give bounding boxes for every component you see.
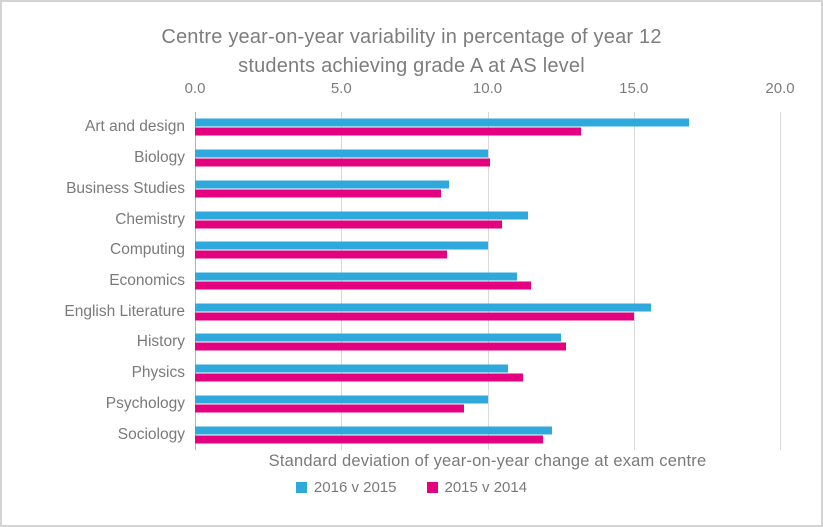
- bar-group: [195, 272, 780, 290]
- category-label: Psychology: [105, 394, 185, 412]
- bar-2016-v-2015: [195, 211, 529, 220]
- legend-label: 2015 v 2014: [444, 479, 528, 496]
- category-label: Chemistry: [115, 210, 185, 228]
- x-axis-tick-label: 5.0: [330, 80, 352, 97]
- category-label: Biology: [134, 149, 185, 167]
- bar-group: [195, 426, 780, 444]
- gridline: [341, 112, 343, 450]
- legend-label: 2016 v 2015: [313, 479, 397, 496]
- bar-group: [195, 118, 780, 136]
- x-axis-tick-label: 15.0: [619, 80, 649, 97]
- bar-2016-v-2015: [195, 180, 450, 189]
- bar-2015-v-2014: [195, 250, 447, 259]
- bar-rows: Art and design Biology Business Studies Che…: [2, 112, 821, 450]
- category-label: Economics: [109, 271, 185, 289]
- bar-2016-v-2015: [195, 364, 508, 373]
- legend: 2016 v 2015 2015 v 2014: [2, 479, 821, 496]
- bar-2015-v-2014: [195, 404, 465, 413]
- x-axis-ticks: 0.0 5.0 10.0 15.0 20.0: [185, 80, 795, 98]
- bar-2015-v-2014: [195, 281, 532, 290]
- x-axis-tick-label: 20.0: [765, 80, 795, 97]
- category-row: Art and design: [2, 112, 821, 143]
- category-label: History: [136, 333, 185, 351]
- category-row: Business Studies: [2, 173, 821, 204]
- category-label: Art and design: [85, 118, 185, 136]
- bar-2016-v-2015: [195, 149, 488, 158]
- gridline: [780, 112, 781, 450]
- x-axis-tick-label: 10.0: [472, 80, 503, 97]
- bar-group: [195, 303, 780, 321]
- bar-group: [195, 364, 780, 382]
- category-row: Psychology: [2, 388, 821, 419]
- category-label: Business Studies: [66, 179, 185, 197]
- bar-2015-v-2014: [195, 127, 582, 136]
- gridline: [633, 112, 635, 450]
- category-label: English Literature: [64, 302, 185, 320]
- bar-2016-v-2015: [195, 426, 552, 435]
- legend-item: 2016 v 2015: [295, 479, 397, 496]
- category-row: Physics: [2, 358, 821, 389]
- category-row: Sociology: [2, 419, 821, 450]
- bar-group: [195, 333, 780, 351]
- bar-group: [195, 180, 780, 198]
- chart-title: Centre year-on-year variability in perce…: [2, 23, 821, 81]
- bar-2016-v-2015: [195, 333, 561, 342]
- bar-2016-v-2015: [195, 395, 488, 404]
- bar-2015-v-2014: [195, 220, 503, 229]
- bar-group: [195, 211, 780, 229]
- legend-swatch-icon: [426, 482, 438, 493]
- bar-2016-v-2015: [195, 241, 488, 250]
- bar-2015-v-2014: [195, 158, 491, 167]
- bar-2015-v-2014: [195, 435, 544, 444]
- bar-group: [195, 149, 780, 167]
- plot-area: [195, 112, 781, 450]
- category-row: History: [2, 327, 821, 358]
- category-row: English Literature: [2, 296, 821, 327]
- bar-2015-v-2014: [195, 373, 523, 382]
- category-row: Chemistry: [2, 204, 821, 235]
- category-row: Biology: [2, 143, 821, 174]
- category-label: Physics: [131, 364, 185, 382]
- bar-2015-v-2014: [195, 312, 634, 321]
- bar-2015-v-2014: [195, 189, 441, 198]
- chart-title-line-1: Centre year-on-year variability in perce…: [161, 26, 662, 48]
- bar-2015-v-2014: [195, 342, 567, 351]
- category-row: Economics: [2, 266, 821, 297]
- bar-2016-v-2015: [195, 118, 690, 127]
- bar-2016-v-2015: [195, 272, 517, 281]
- x-axis-title: Standard deviation of year-on-year chang…: [268, 452, 707, 470]
- category-row: Computing: [2, 235, 821, 266]
- bar-2016-v-2015: [195, 303, 652, 312]
- category-label: Computing: [110, 241, 185, 259]
- bar-group: [195, 395, 780, 413]
- x-axis-tick-label: 0.0: [184, 80, 206, 97]
- bar-group: [195, 241, 780, 259]
- gridline: [487, 112, 489, 450]
- legend-item: 2015 v 2014: [426, 479, 528, 496]
- category-label: Sociology: [117, 425, 185, 443]
- legend-swatch-icon: [295, 482, 307, 493]
- y-axis-line: [195, 112, 196, 450]
- chart-title-line-2: students achieving grade A at AS level: [238, 55, 585, 77]
